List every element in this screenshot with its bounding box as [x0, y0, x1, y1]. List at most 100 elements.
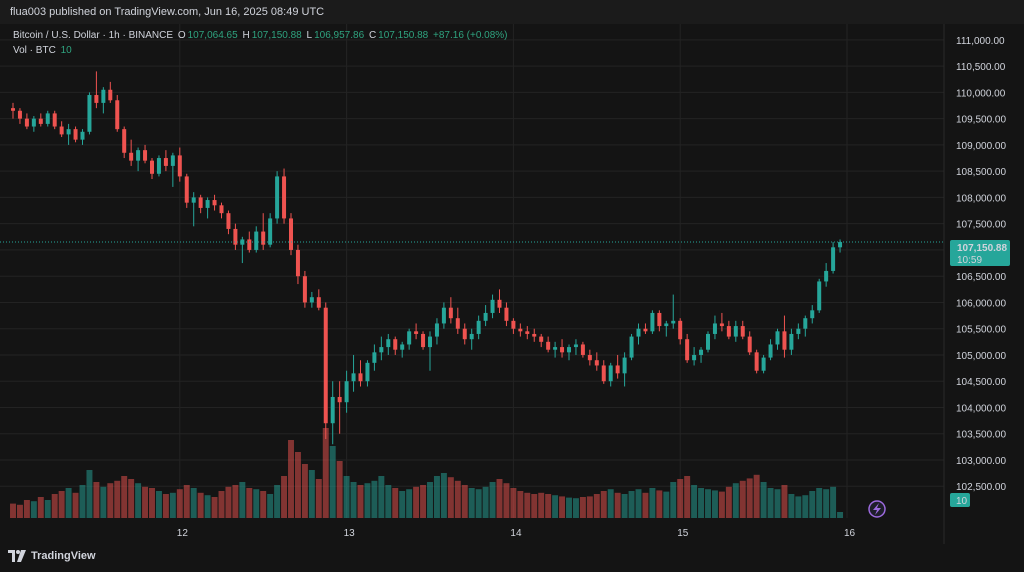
- volume-bar: [510, 488, 517, 518]
- volume-bar: [37, 497, 44, 518]
- y-tick-label: 102,500.00: [956, 482, 1006, 493]
- volume-bar: [600, 491, 607, 518]
- candle-body: [156, 158, 161, 174]
- candle-body: [539, 336, 544, 342]
- price-axis[interactable]: 111,000.00 110,500.00 110,000.00 109,500.00…: [956, 36, 1006, 493]
- volume-bar: [218, 491, 225, 518]
- candle-body: [24, 118, 29, 127]
- volume-bar: [524, 492, 531, 518]
- symbol-name: Bitcoin / U.S. Dollar · 1h · BINANCE: [13, 30, 174, 41]
- volume-bar: [267, 494, 274, 518]
- candle-body: [73, 129, 78, 140]
- volume-bar: [79, 485, 86, 518]
- volume-bar: [760, 482, 767, 518]
- lightning-icon[interactable]: [868, 500, 886, 518]
- volume-bar: [10, 503, 16, 518]
- y-tick-label: 106,000.00: [956, 298, 1006, 309]
- candle-body: [775, 331, 780, 345]
- volume-bar: [781, 485, 788, 518]
- volume-bar: [232, 485, 239, 518]
- volume-bar: [461, 485, 468, 518]
- candle-body: [184, 176, 189, 203]
- candle-body: [45, 113, 50, 124]
- candle-body: [580, 344, 585, 355]
- volume-bar: [176, 489, 183, 518]
- candle-body: [754, 352, 759, 371]
- change-value: +87.16 (+0.08%): [433, 30, 508, 41]
- volume-bar: [593, 494, 600, 518]
- low-value: 106,957.86: [314, 30, 365, 41]
- volume-bar: [572, 498, 579, 518]
- candle-body: [615, 365, 620, 374]
- candle-body: [212, 200, 217, 206]
- candle-body: [143, 150, 148, 161]
- volume-bar: [559, 496, 566, 518]
- x-tick-label: 13: [344, 528, 356, 539]
- candle-body: [796, 328, 801, 334]
- volume-bar: [183, 485, 190, 518]
- candle-body: [782, 331, 787, 350]
- candle-body: [608, 365, 613, 382]
- time-axis[interactable]: 12 13 14 15 16: [177, 528, 856, 539]
- candle-body: [462, 328, 467, 340]
- publish-info-text: flua003 published on TradingView.com, Ju…: [10, 6, 325, 18]
- candle-body: [261, 231, 266, 245]
- volume-bar: [322, 428, 329, 518]
- low-label: L: [306, 30, 313, 41]
- volume-bar: [378, 476, 385, 518]
- candle-body: [198, 197, 203, 208]
- x-tick-label: 15: [677, 528, 689, 539]
- volume-bar: [23, 500, 30, 518]
- candle-body: [678, 320, 683, 340]
- candle-body: [52, 113, 57, 127]
- chart-area[interactable]: 111,000.00 110,500.00 110,000.00 109,500.00…: [0, 24, 1024, 544]
- volume-bar: [350, 482, 357, 518]
- y-tick-label: 104,000.00: [956, 403, 1006, 414]
- close-label: C: [368, 30, 377, 41]
- volume-bar: [545, 494, 552, 518]
- volume-bar: [788, 494, 795, 518]
- volume-bar: [86, 470, 93, 518]
- volume-bar: [649, 488, 656, 518]
- candle-body: [671, 320, 676, 324]
- volume-bar: [93, 482, 100, 518]
- symbol-legend[interactable]: Bitcoin / U.S. Dollar · 1h · BINANCE O 10…: [13, 30, 510, 41]
- volume-bar: [162, 494, 169, 518]
- candle-body: [719, 323, 724, 327]
- price-tag: 107,150.88 10:59: [950, 240, 1010, 266]
- y-tick-label: 111,000.00: [956, 36, 1005, 47]
- candle-body: [129, 152, 134, 161]
- volume-bar: [677, 479, 684, 518]
- volume-bar: [315, 479, 322, 518]
- candle-body: [504, 307, 509, 321]
- volume-bar: [746, 478, 753, 518]
- candle-body: [115, 100, 120, 130]
- volume-bar: [566, 497, 572, 518]
- volume-bar: [732, 483, 739, 518]
- volume-tag-value: 10: [956, 496, 968, 507]
- candle-body: [240, 239, 245, 245]
- candle-body: [511, 320, 516, 329]
- candle-body: [553, 347, 558, 350]
- candle-body: [309, 297, 314, 303]
- volume-value: 10: [60, 45, 72, 56]
- y-tick-label: 106,500.00: [956, 272, 1006, 283]
- volume-bar: [364, 483, 371, 518]
- candle-body: [268, 218, 273, 245]
- candle-body: [587, 354, 592, 361]
- volume-bar: [72, 492, 79, 518]
- candle-body: [699, 349, 704, 355]
- candle-body: [525, 331, 530, 334]
- candle-body: [254, 231, 259, 250]
- volume-bar: [294, 452, 301, 518]
- candle-body: [101, 89, 106, 103]
- volume-legend[interactable]: Vol · BTC 10: [13, 45, 74, 56]
- candle-body: [712, 323, 717, 334]
- tradingview-logo[interactable]: TradingView: [8, 550, 96, 562]
- volume-bar: [433, 476, 440, 518]
- volume-bar: [830, 486, 837, 518]
- candle-body: [441, 307, 446, 324]
- volume-bar: [142, 486, 149, 518]
- volume-bar: [753, 474, 760, 518]
- candle-body: [17, 110, 22, 119]
